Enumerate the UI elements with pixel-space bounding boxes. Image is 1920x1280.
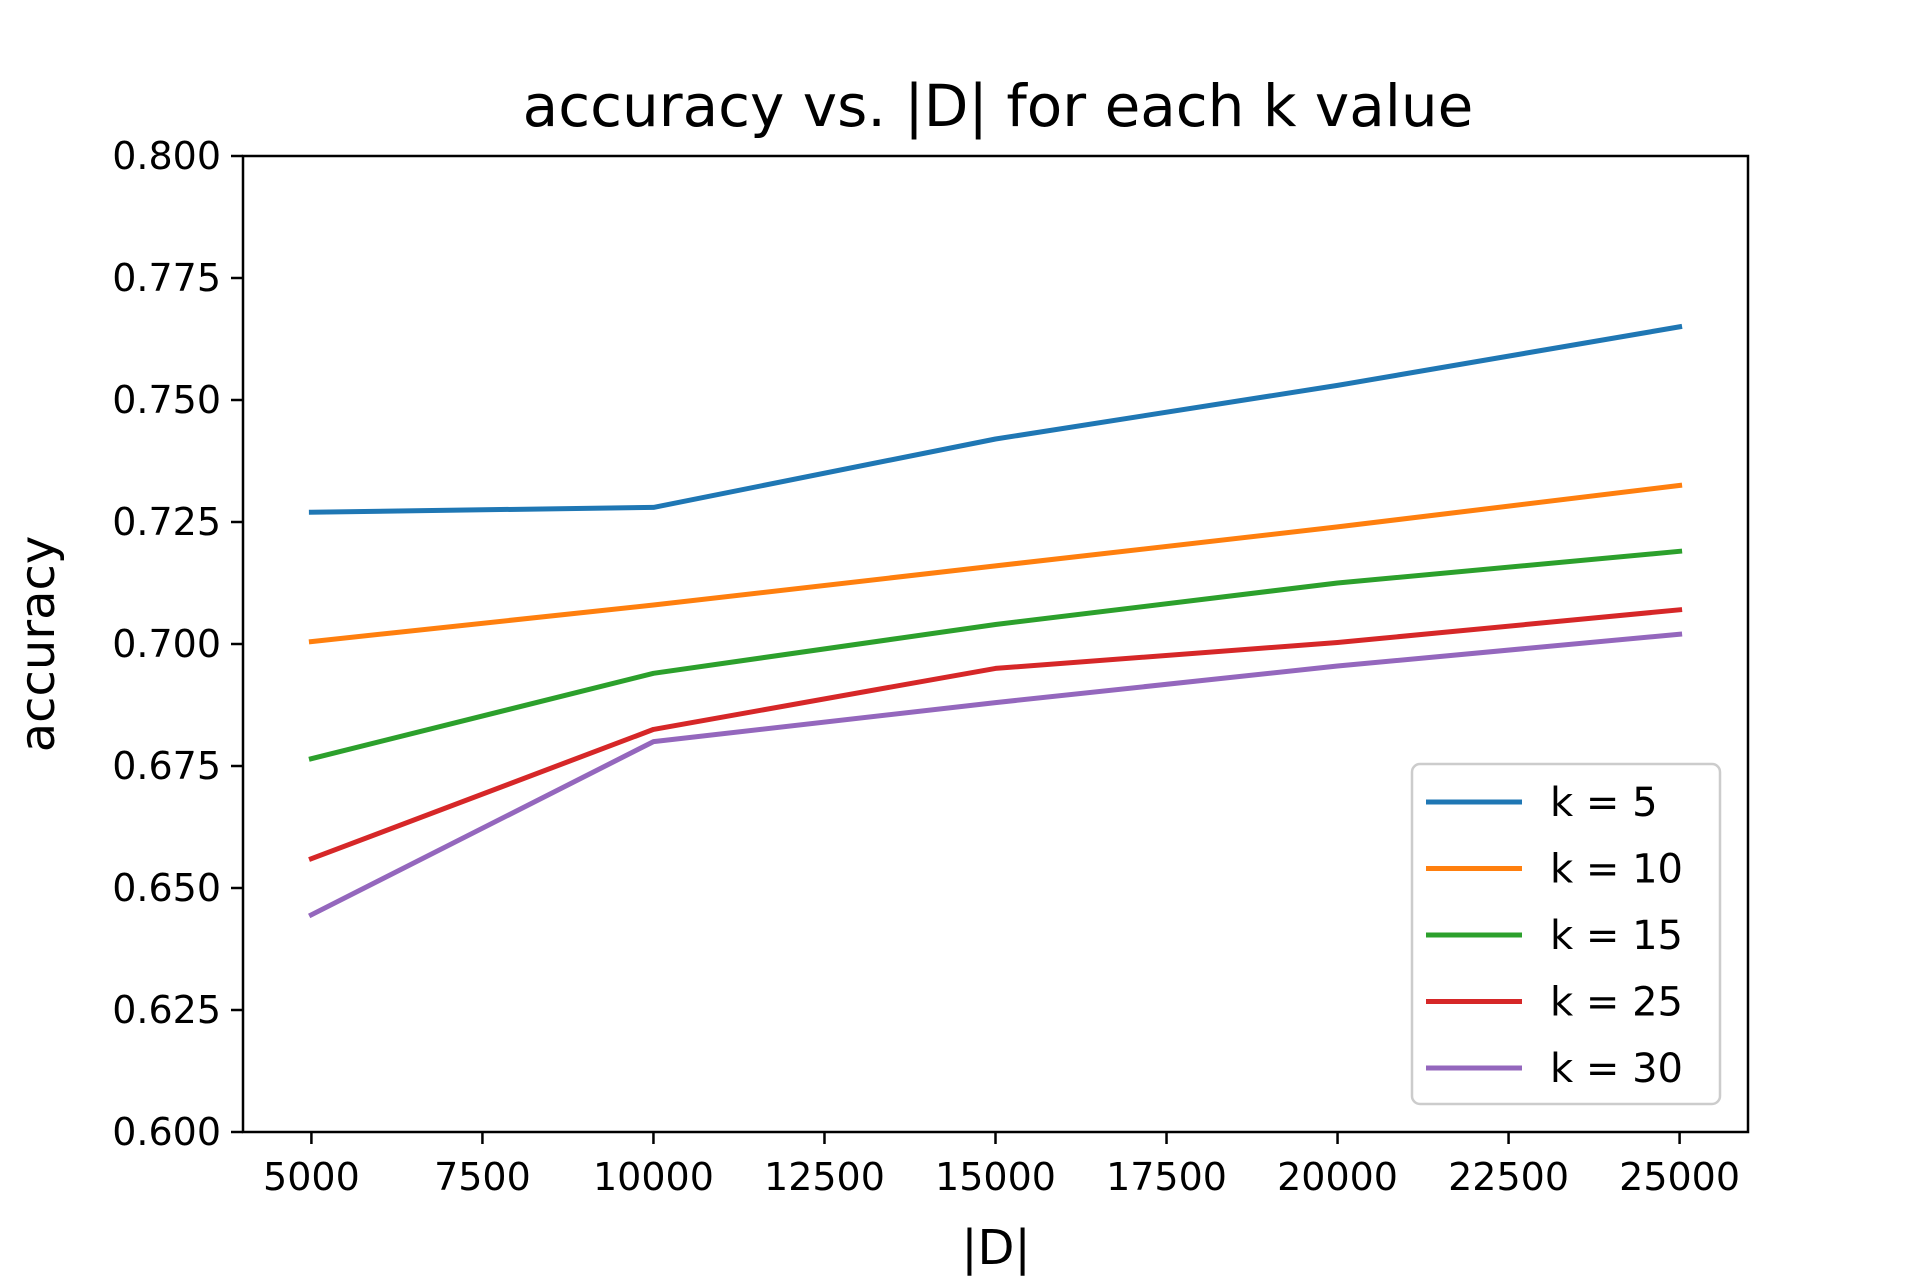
- y-axis-title: accuracy: [10, 536, 66, 753]
- y-tick-label: 0.750: [112, 378, 221, 422]
- plot-area-frame: [241, 154, 1750, 1134]
- series-line-4: [308, 607, 1683, 862]
- series-line-2: [308, 482, 1683, 645]
- legend-label: k = 10: [1550, 847, 1683, 893]
- series-line-3: [308, 548, 1683, 762]
- y-tick-label: 0.725: [112, 500, 221, 544]
- x-axis-title: |D|: [961, 1220, 1030, 1276]
- x-tick-label: 17500: [1106, 1155, 1227, 1199]
- x-tick-label: 10000: [593, 1155, 714, 1199]
- legend-label: k = 15: [1550, 913, 1683, 959]
- x-tick-label: 22500: [1448, 1155, 1569, 1199]
- series-line-5: [308, 631, 1683, 919]
- y-tick-label: 0.650: [112, 866, 221, 910]
- x-tick-label: 15000: [935, 1155, 1056, 1199]
- x-tick-label: 25000: [1619, 1155, 1740, 1199]
- y-tick-label: 0.675: [112, 744, 221, 788]
- y-tick-label: 0.600: [112, 1110, 221, 1154]
- legend: k = 5 k = 10 k = 15 k = 25 k = 30: [1410, 762, 1722, 1106]
- x-tick-label: 20000: [1277, 1155, 1398, 1199]
- x-tick-label: 5000: [263, 1155, 360, 1199]
- chart-title: accuracy vs. |D| for each k value: [523, 72, 1474, 140]
- y-tick-label: 0.625: [112, 988, 221, 1032]
- legend-label: k = 30: [1550, 1046, 1683, 1092]
- legend-label: k = 5: [1550, 780, 1658, 826]
- y-tick-label: 0.700: [112, 622, 221, 666]
- series-line-1: [308, 323, 1683, 515]
- x-tick-label: 12500: [764, 1155, 885, 1199]
- y-tick-label: 0.800: [112, 134, 221, 178]
- y-tick-label: 0.775: [112, 256, 221, 300]
- x-tick-label: 7500: [434, 1155, 531, 1199]
- legend-box: [1410, 762, 1722, 1106]
- legend-label: k = 25: [1550, 980, 1683, 1026]
